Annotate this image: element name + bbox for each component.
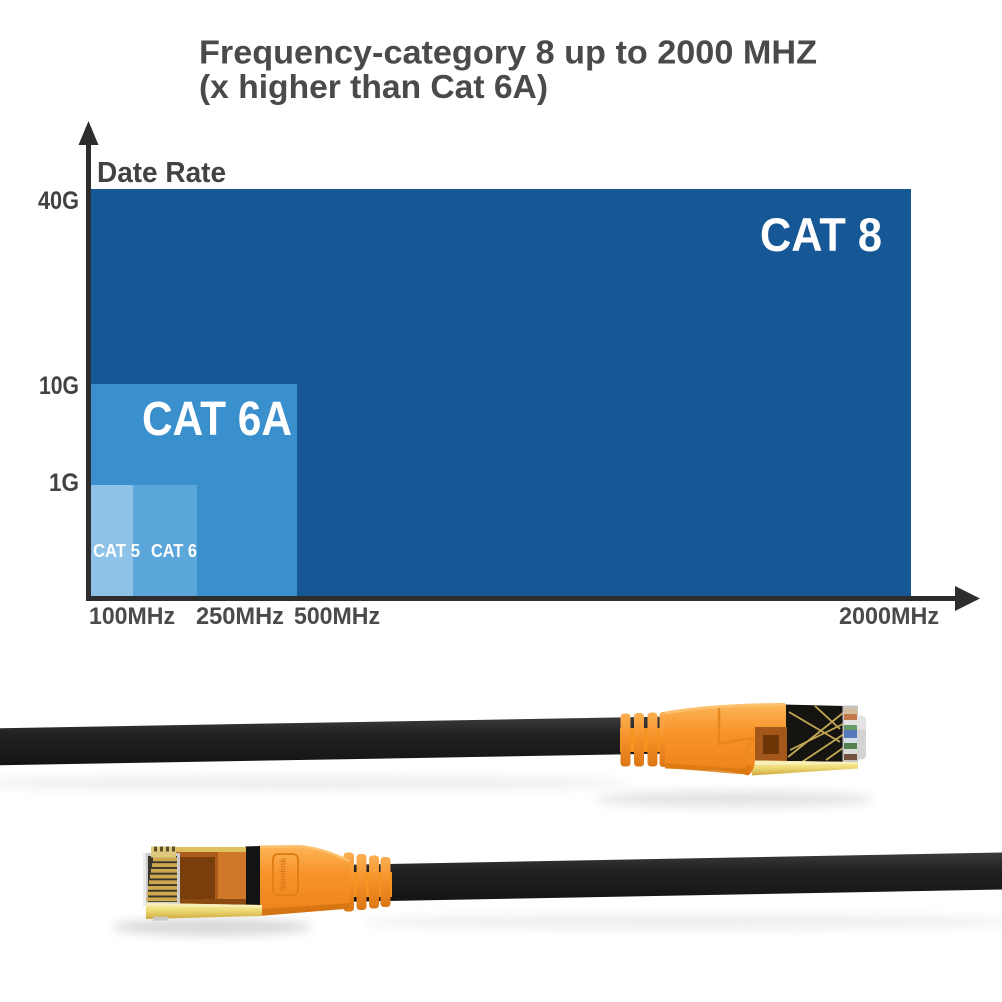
svg-text:10G: 10G: [39, 372, 79, 400]
svg-text:250MHz: 250MHz: [196, 603, 284, 630]
svg-text:(x higher than Cat 6A): (x higher than Cat 6A): [199, 68, 548, 105]
svg-text:Frequency-category 8 up to 200: Frequency-category 8 up to 2000 MHZ: [199, 34, 817, 71]
svg-text:1G: 1G: [49, 469, 79, 497]
svg-text:CAT 5: CAT 5: [93, 541, 140, 561]
svg-text:100MHz: 100MHz: [89, 603, 175, 630]
svg-text:CAT 8: CAT 8: [760, 208, 882, 261]
svg-text:CAT 6: CAT 6: [151, 541, 197, 561]
svg-text:CAT 6A: CAT 6A: [142, 393, 292, 446]
svg-text:500MHz: 500MHz: [294, 603, 380, 630]
svg-text:40G: 40G: [38, 187, 79, 215]
svg-text:2000MHz: 2000MHz: [839, 603, 939, 630]
svg-text:Date Rate: Date Rate: [97, 157, 226, 189]
svg-text:Smolink: Smolink: [278, 858, 288, 891]
